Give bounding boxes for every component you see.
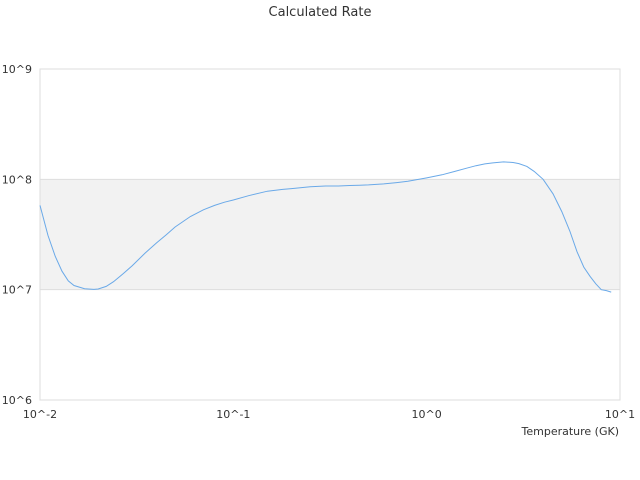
x-tick-label: 10^-1	[216, 408, 250, 421]
y-tick-label: 10^7	[2, 284, 32, 297]
x-tick-label: 10^1	[605, 408, 635, 421]
shaded-band	[40, 179, 620, 290]
x-axis-ticks: 10^-2 10^-1 10^0 10^1	[23, 408, 635, 421]
x-tick-label: 10^-2	[23, 408, 57, 421]
y-tick-label: 10^9	[2, 63, 32, 76]
x-tick-label: 10^0	[412, 408, 442, 421]
x-axis-title: Temperature (GK)	[521, 425, 620, 438]
y-tick-label: 10^6	[2, 394, 32, 407]
rate-series-line	[39, 161, 612, 293]
y-tick-label: 10^8	[2, 173, 32, 186]
plot-frame	[39, 68, 621, 401]
y-axis-ticks: 10^6 10^7 10^8 10^9	[2, 63, 32, 407]
chart-title: Calculated Rate	[269, 5, 372, 20]
gridlines	[40, 178, 620, 291]
